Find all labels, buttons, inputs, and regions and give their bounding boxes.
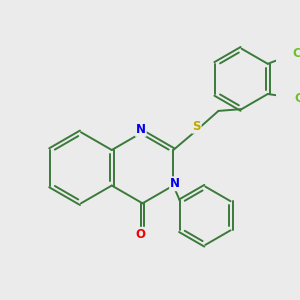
Text: Cl: Cl (292, 46, 300, 60)
Text: O: O (136, 228, 146, 241)
Text: N: N (136, 123, 146, 136)
Text: N: N (170, 177, 180, 190)
Text: S: S (192, 120, 201, 133)
Text: Cl: Cl (294, 92, 300, 105)
